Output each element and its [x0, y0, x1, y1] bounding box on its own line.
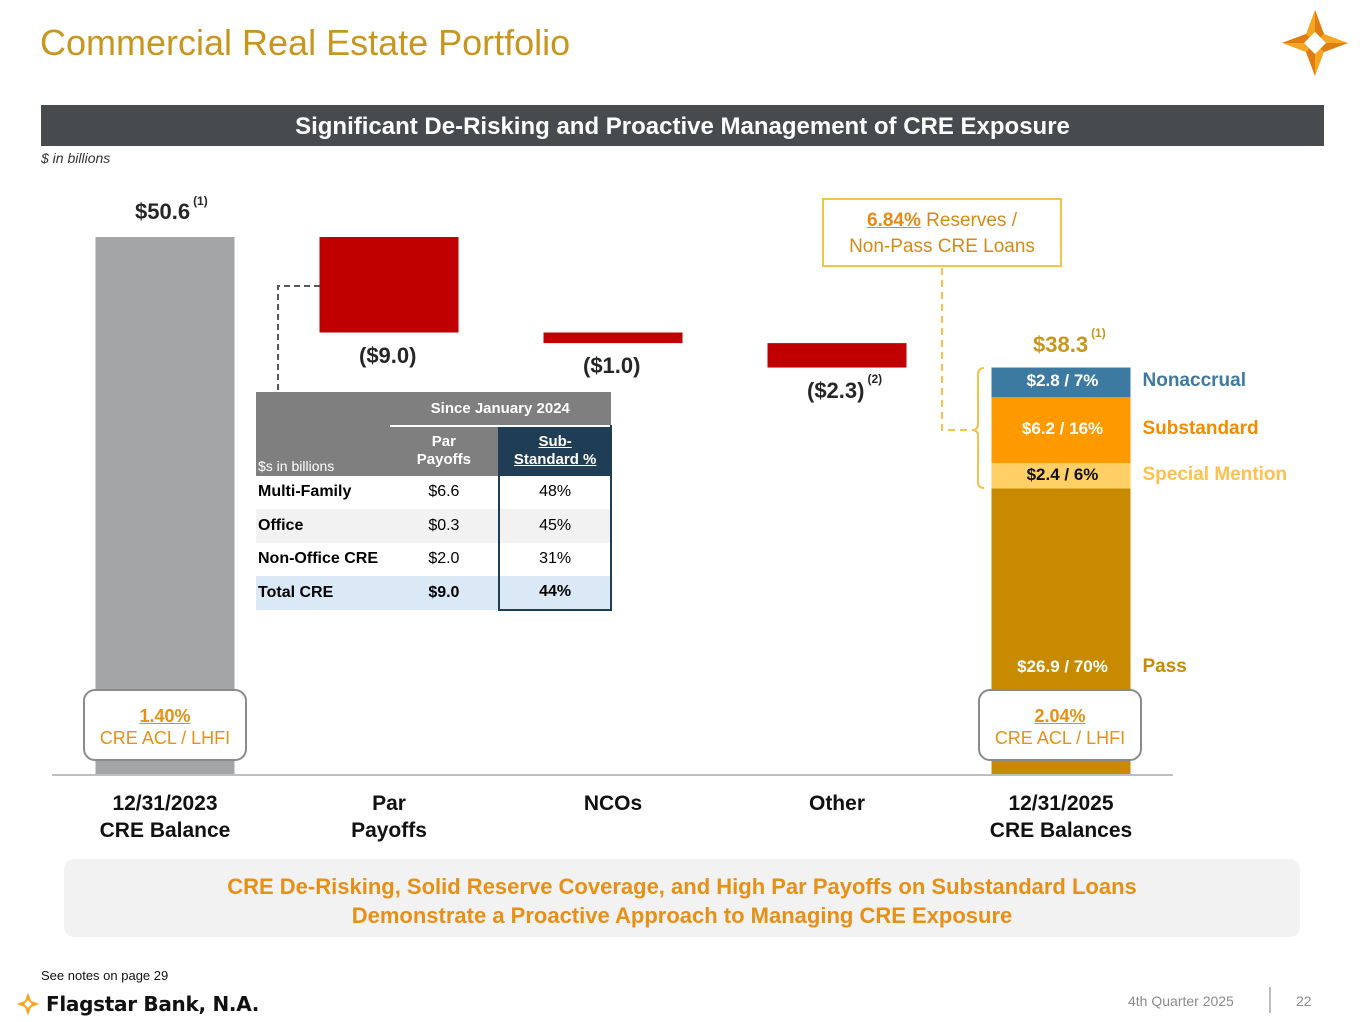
- flagstar-star-icon: [1282, 10, 1348, 76]
- legend-substandard: Substandard: [1142, 418, 1259, 440]
- callout-line-2: Demonstrate a Proactive Approach to Mana…: [351, 903, 1013, 928]
- col-header-substandard: Sub- Standard %: [498, 424, 612, 476]
- row-name: Office: [256, 509, 390, 543]
- bar-footnote-marker: (1): [193, 193, 208, 208]
- legend-special-mention: Special Mention: [1142, 463, 1288, 485]
- row-payoffs: $0.3: [389, 509, 500, 543]
- row-pct: 44%: [498, 576, 612, 611]
- segment-value-label: $6.2 / 16%: [1021, 419, 1104, 439]
- bar-decrease-3: [767, 343, 907, 368]
- category-line-2: CRE Balances: [989, 819, 1133, 842]
- bar-footnote-marker: (2): [867, 372, 883, 387]
- reserve-connector-line: [941, 268, 970, 431]
- col1-line1: Par: [431, 433, 456, 450]
- bar-segment-special-mention: [991, 463, 1131, 489]
- category-line-2: CRE Balance: [99, 819, 231, 842]
- table-group-header: Since January 2024: [389, 392, 611, 426]
- footnote-reference: See notes on page 29: [41, 968, 169, 983]
- category-label-3: Other: [737, 790, 937, 817]
- bar-value-label-1: ($9.0): [359, 343, 416, 369]
- col2-line2: Standard %: [513, 451, 597, 468]
- non-pass-bracket: [971, 367, 985, 489]
- bar-segment-nonaccrual: [991, 367, 1131, 398]
- segment-value-label: $2.4 / 6%: [1026, 464, 1099, 484]
- row-pct: 48%: [498, 475, 612, 509]
- payoff-connector-line: [277, 285, 320, 392]
- reserve-pct: 6.84%: [867, 210, 921, 231]
- row-pct: 45%: [498, 509, 612, 543]
- category-label-2: NCOs: [513, 790, 713, 817]
- page-number: 22: [1296, 993, 1312, 1009]
- col1-line2: Payoffs: [416, 451, 471, 468]
- bar-value-label-3: ($2.3) (2): [807, 372, 882, 404]
- table-row: Office $0.3 45%: [256, 509, 612, 543]
- reserve-line1: Reserves /: [920, 210, 1017, 231]
- row-payoffs: $2.0: [428, 550, 460, 568]
- bar-decrease-2: [543, 332, 683, 344]
- segment-value-label: $26.9 / 70%: [1017, 657, 1108, 677]
- category-label-4: 12/31/2025 CRE Balances: [961, 790, 1161, 844]
- row-payoffs: $9.0: [389, 576, 500, 610]
- col-header-par-payoffs: Par Payoffs: [389, 424, 500, 476]
- acl-2023-pct: 1.40%: [139, 706, 191, 726]
- page-title: Commercial Real Estate Portfolio: [40, 22, 571, 63]
- callout-line-1: CRE De-Risking, Solid Reserve Coverage, …: [227, 874, 1137, 899]
- acl-2023-desc: CRE ACL / LHFI: [99, 728, 231, 748]
- units-note: $ in billions: [41, 150, 111, 166]
- bar-segment-substandard: [991, 397, 1131, 464]
- acl-box-2023: 1.40% CRE ACL / LHFI: [83, 689, 247, 761]
- bar-value-text: ($9.0): [359, 342, 417, 368]
- legend-nonaccrual: Nonaccrual: [1142, 370, 1246, 392]
- table-units: $s in billions: [256, 392, 390, 476]
- footer-quarter: 4th Quarter 2025: [1128, 993, 1234, 1009]
- acl-box-2025: 2.04% CRE ACL / LHFI: [978, 689, 1142, 761]
- flagstar-small-star-icon: [16, 992, 40, 1016]
- row-payoffs: $6.6: [428, 483, 460, 501]
- brand-name: Flagstar Bank, N.A.: [46, 992, 260, 1016]
- bar-start-total: [95, 237, 235, 774]
- acl-2025-desc: CRE ACL / LHFI: [994, 728, 1126, 748]
- table-row: Multi-Family $6.6 48%: [256, 475, 612, 509]
- category-line-1: NCOs: [583, 792, 643, 815]
- bar-value-text: ($2.3): [807, 377, 865, 403]
- reserve-callout: 6.84% Reserves / Non-Pass CRE Loans: [822, 198, 1062, 267]
- bar-value-text: $50.6: [135, 199, 191, 224]
- col2-line1: Sub-: [538, 433, 572, 450]
- bar-decrease-1: [319, 237, 459, 333]
- bar-value-label-0: $50.6 (1): [135, 194, 208, 225]
- category-line-2: Payoffs: [351, 819, 427, 842]
- category-label-1: Par Payoffs: [289, 790, 489, 844]
- reserve-line2: Non-Pass CRE Loans: [849, 236, 1035, 257]
- bar-value-label-4: $38.3 (1): [1033, 326, 1106, 358]
- category-line-1: Par: [372, 792, 406, 815]
- section-banner: Significant De-Risking and Proactive Man…: [41, 105, 1324, 146]
- acl-2025-pct: 2.04%: [1034, 706, 1086, 726]
- par-payoffs-table: $s in billions Since January 2024 Par Pa…: [256, 392, 612, 611]
- category-label-0: 12/31/2023 CRE Balance: [65, 790, 265, 844]
- row-name: Total CRE: [256, 576, 390, 610]
- brand-logo: Flagstar Bank, N.A.: [16, 990, 259, 1018]
- bar-footnote-marker: (1): [1091, 326, 1106, 341]
- row-name: Non-Office CRE: [258, 550, 378, 568]
- row-name: Multi-Family: [258, 483, 352, 501]
- table-row: Non-Office CRE $2.0 31%: [256, 542, 612, 576]
- legend-pass: Pass: [1142, 656, 1187, 678]
- summary-callout: CRE De-Risking, Solid Reserve Coverage, …: [64, 859, 1300, 937]
- segment-value-label: $2.8 / 7%: [1026, 371, 1099, 391]
- bar-value-label-2: ($1.0): [583, 353, 640, 379]
- bar-value-text: $38.3: [1033, 331, 1089, 357]
- row-pct: 31%: [498, 542, 612, 576]
- footer-divider: [1269, 987, 1271, 1013]
- category-line-1: 12/31/2025: [1008, 792, 1114, 815]
- category-line-1: 12/31/2023: [112, 792, 218, 815]
- category-line-1: Other: [808, 792, 865, 815]
- bar-value-text: ($1.0): [583, 353, 641, 379]
- table-row-total: Total CRE $9.0 44%: [256, 576, 612, 611]
